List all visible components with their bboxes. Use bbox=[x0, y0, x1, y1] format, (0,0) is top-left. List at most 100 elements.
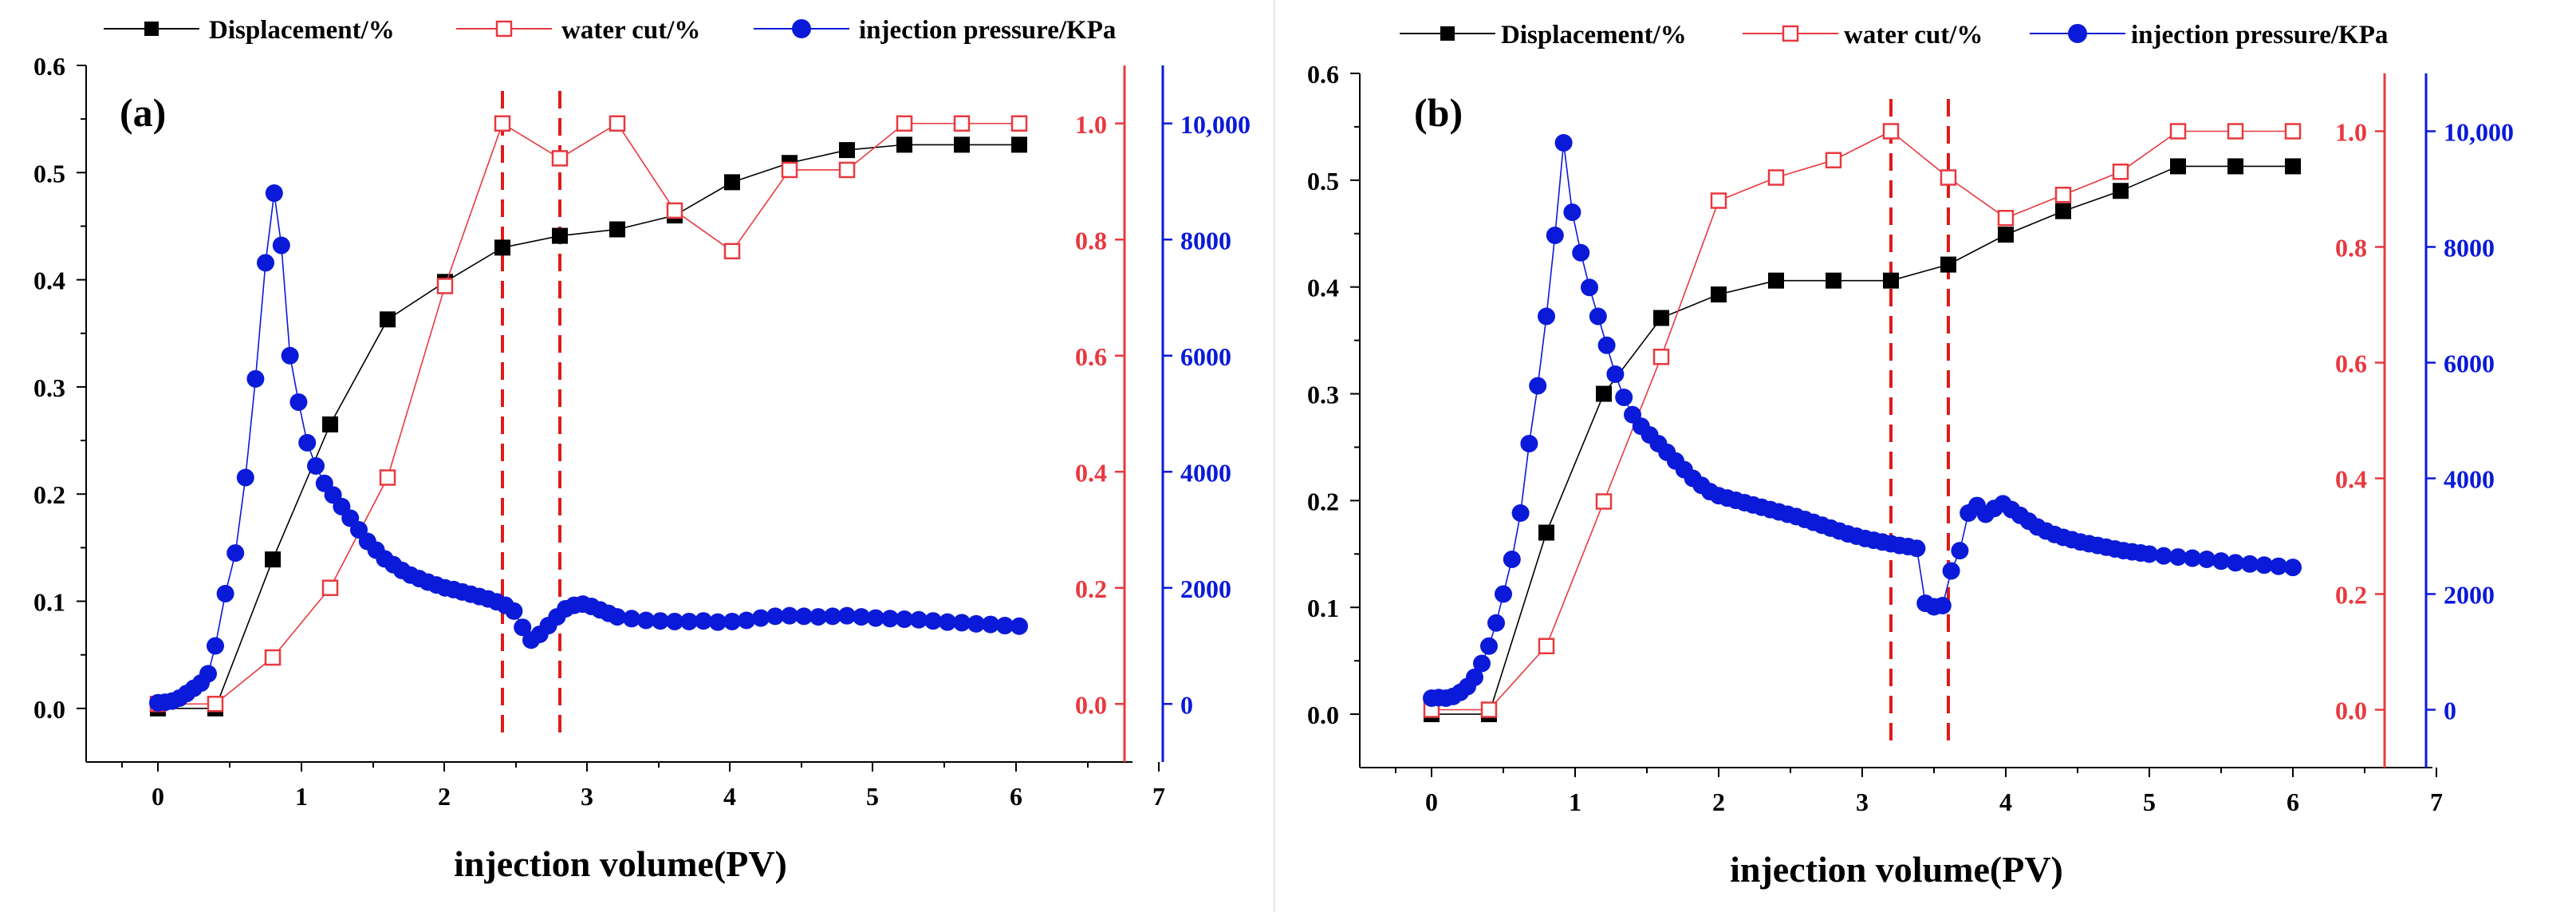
data-point bbox=[838, 161, 856, 179]
data-point bbox=[1825, 152, 1842, 168]
data-point bbox=[514, 618, 532, 637]
y-left-tick-label: 0.5 bbox=[33, 159, 65, 188]
legend-label-injection-pressure: injection pressure/KPa bbox=[2131, 21, 2388, 49]
data-point bbox=[1480, 637, 1498, 655]
legend: Displacement/% water cut/% injection pre… bbox=[1400, 21, 2388, 49]
data-point bbox=[272, 236, 290, 255]
y-pressure-tick-label: 2000 bbox=[2444, 581, 2495, 610]
data-point bbox=[709, 613, 727, 631]
y-left-tick-label: 0.1 bbox=[33, 588, 65, 617]
data-point bbox=[695, 612, 712, 630]
series-line bbox=[158, 122, 1019, 705]
data-point bbox=[2055, 203, 2071, 219]
data-point bbox=[1011, 136, 1027, 153]
y-pressure-tick-label: 6000 bbox=[2444, 349, 2495, 378]
data-point bbox=[2169, 123, 2187, 140]
data-point bbox=[723, 243, 741, 260]
data-point bbox=[1520, 435, 1538, 452]
data-point bbox=[551, 150, 569, 167]
data-point bbox=[1503, 551, 1521, 568]
panel-label: (b) bbox=[1414, 90, 1463, 135]
data-point bbox=[1563, 203, 1581, 221]
data-point bbox=[505, 602, 523, 620]
data-point bbox=[380, 311, 396, 328]
data-point bbox=[2155, 547, 2172, 565]
y-left-tick-label: 0.4 bbox=[33, 266, 65, 295]
data-point bbox=[2184, 549, 2201, 567]
data-point bbox=[264, 649, 282, 666]
series-line bbox=[1431, 142, 2294, 699]
y-pressure-tick-label: 10,000 bbox=[2444, 118, 2514, 147]
series-injection-pressure bbox=[149, 184, 1028, 712]
chart-panel-b: Displacement/% water cut/% injection pre… bbox=[1307, 21, 2514, 890]
data-point bbox=[1768, 272, 1784, 289]
data-point bbox=[1606, 365, 1625, 383]
data-point bbox=[2170, 158, 2186, 175]
data-point bbox=[609, 608, 626, 626]
x-tick-label: 2 bbox=[1712, 788, 1725, 816]
series-water-cut bbox=[1423, 123, 2302, 718]
data-point bbox=[954, 136, 970, 153]
data-point bbox=[881, 610, 899, 628]
data-point bbox=[1480, 701, 1498, 718]
y-water-cut-tick-label: 0.8 bbox=[2335, 234, 2367, 263]
data-point bbox=[953, 115, 971, 132]
series-injection-pressure bbox=[1423, 134, 2302, 707]
data-point bbox=[226, 544, 245, 563]
series-line bbox=[1432, 165, 2293, 715]
data-point bbox=[298, 433, 317, 452]
data-point bbox=[809, 608, 827, 626]
y-pressure-tick-label: 4000 bbox=[2444, 465, 2495, 494]
legend-label-water-cut: water cut/% bbox=[1844, 21, 1983, 49]
data-point bbox=[1597, 336, 1616, 354]
x-tick-label: 5 bbox=[866, 782, 879, 811]
x-tick-label: 1 bbox=[1569, 788, 1581, 816]
data-point bbox=[738, 611, 755, 630]
data-point bbox=[1767, 169, 1785, 186]
data-point bbox=[1826, 272, 1841, 289]
y-pressure-tick-label: 4000 bbox=[1180, 458, 1231, 487]
x-tick-label: 4 bbox=[1999, 788, 2012, 816]
data-point bbox=[1951, 542, 1969, 560]
data-point bbox=[2241, 555, 2259, 573]
data-point bbox=[652, 612, 669, 630]
y-pressure-tick-label: 6000 bbox=[1180, 342, 1231, 371]
data-point bbox=[236, 468, 254, 487]
x-tick-label: 1 bbox=[295, 782, 308, 811]
series-displacement bbox=[150, 136, 1027, 717]
data-point bbox=[939, 613, 956, 631]
data-point bbox=[1710, 192, 1727, 209]
data-point bbox=[1581, 278, 1598, 297]
data-point bbox=[2255, 556, 2273, 574]
data-point bbox=[1596, 385, 1612, 402]
data-point bbox=[824, 607, 841, 626]
legend: Displacement/% water cut/% injection pre… bbox=[104, 16, 1116, 45]
y-pressure-tick-label: 8000 bbox=[2444, 234, 2495, 263]
data-point bbox=[1554, 134, 1573, 152]
data-point bbox=[2169, 548, 2187, 567]
data-point bbox=[1942, 562, 1960, 580]
data-point bbox=[1511, 504, 1530, 522]
y-water-cut-tick-label: 0.0 bbox=[2335, 697, 2367, 725]
y-pressure-tick-label: 0 bbox=[1180, 690, 1193, 719]
x-tick-label: 2 bbox=[438, 782, 451, 811]
plot-area: 0 1 2 3 4 5 6 7 0.0 0.1 0.2 0.3 0.4 0.5 0.6 0.0 0.2 0.4 0.… bbox=[1307, 60, 2514, 816]
data-point bbox=[766, 607, 784, 626]
data-point bbox=[265, 184, 283, 203]
data-point bbox=[2141, 545, 2158, 563]
data-point bbox=[2270, 557, 2287, 575]
data-point bbox=[1997, 210, 2015, 227]
data-point bbox=[2285, 158, 2301, 175]
data-point bbox=[379, 469, 396, 486]
data-point bbox=[207, 637, 224, 655]
y-water-cut-tick-label: 0.6 bbox=[1075, 342, 1107, 371]
data-point bbox=[216, 585, 234, 603]
data-point bbox=[1466, 668, 1483, 686]
data-point bbox=[1998, 227, 2014, 243]
data-point bbox=[257, 254, 274, 272]
data-point bbox=[265, 551, 281, 568]
data-point bbox=[781, 161, 798, 179]
data-point bbox=[896, 115, 913, 132]
data-point bbox=[1883, 272, 1899, 289]
data-point bbox=[637, 611, 655, 630]
